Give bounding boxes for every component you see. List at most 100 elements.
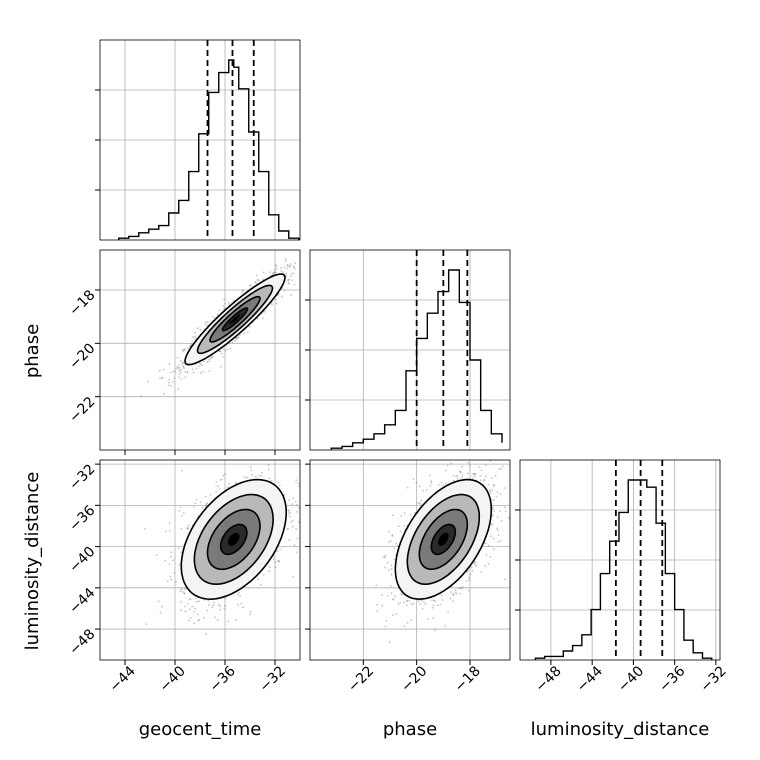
scatter-point [244,476,246,479]
scatter-point [500,467,503,470]
scatter-point [320,521,322,523]
scatter-point [192,336,195,339]
y-tick-label-phase: −22 [66,394,98,426]
panel-joint-phase-luminosity-distance [305,454,511,665]
scatter-point [192,506,195,508]
scatter-point [222,456,224,458]
scatter-point [431,599,433,602]
scatter-point [441,599,444,601]
density-peak [228,532,240,546]
scatter-point [462,454,464,456]
scatter-point [409,513,412,516]
scatter-point [176,366,179,368]
scatter-point [219,605,222,607]
panel-content-hist-luminosity-distance [520,460,720,660]
scatter-point [467,461,470,464]
panel-frame [99,249,301,451]
scatter-point [291,279,293,281]
scatter-point [298,521,300,524]
scatter-point [403,625,406,628]
scatter-point [192,371,195,374]
scatter-point [469,573,472,575]
scatter-point [199,372,202,374]
scatter-point [390,567,393,570]
scatter-point [394,595,396,597]
scatter-point [498,468,501,470]
scatter-point [287,283,290,285]
scatter-point [235,336,238,339]
scatter-point [399,530,402,533]
scatter-point [224,349,227,352]
scatter-point [503,578,506,581]
panel-frame [99,459,301,661]
scatter-point [194,331,197,334]
x-axis-label-geocent-time: geocent_time [139,719,262,740]
scatter-point [181,514,183,517]
scatter-point [305,524,307,526]
scatter-point [487,483,490,486]
scatter-point [391,534,394,536]
x-tick-label-phase: −22 [345,663,377,695]
scatter-point [468,576,470,579]
scatter-point [205,504,208,506]
scatter-point [275,267,278,270]
scatter-point [227,620,230,623]
scatter-point [390,564,393,567]
scatter-point [468,464,471,467]
scatter-point [184,376,187,379]
scatter-point [163,392,166,395]
scatter-point [158,369,161,372]
scatter-point [491,477,494,479]
scatter-point [237,603,240,606]
scatter-point [274,269,276,271]
scatter-point [195,499,198,501]
scatter-point [200,364,203,367]
scatter-point [422,489,425,492]
scatter-point [461,474,464,477]
scatter-point [202,360,205,362]
scatter-point [430,480,432,482]
scatter-point [493,548,495,550]
scatter-point [188,597,191,600]
scatter-point [219,479,222,481]
panel-frame [309,459,511,661]
scatter-point [445,482,447,485]
scatter-point [300,520,302,522]
scatter-point [288,499,291,501]
scatter-point [399,601,402,604]
scatter-point [297,482,300,484]
scatter-point [188,608,191,611]
scatter-point [293,544,296,546]
scatter-point [495,495,498,498]
scatter-point [197,327,199,329]
scatter-point [287,512,290,515]
scatter-point [232,299,235,302]
scatter-point [459,471,462,474]
scatter-point [496,529,499,532]
scatter-point [388,641,391,644]
scatter-point [442,484,445,487]
scatter-point [237,594,240,596]
scatter-point [267,464,270,467]
scatter-point [285,458,287,460]
scatter-point [228,482,230,485]
scatter-point [288,511,291,514]
scatter-point [262,573,265,576]
scatter-point [473,563,476,566]
scatter-point [246,476,249,479]
scatter-point [384,554,387,557]
scatter-point [169,575,172,578]
scatter-point [403,512,406,515]
scatter-point [255,274,258,277]
scatter-point [492,508,494,510]
y-axis-label-luminosity-distance: luminosity_distance [22,472,43,651]
scatter-point [216,313,219,316]
scatter-point [249,613,251,616]
scatter-point [306,529,308,531]
scatter-point [173,572,176,574]
scatter-point [293,265,295,268]
scatter-point [204,323,207,326]
scatter-point [491,488,493,491]
density-peak [229,314,241,325]
